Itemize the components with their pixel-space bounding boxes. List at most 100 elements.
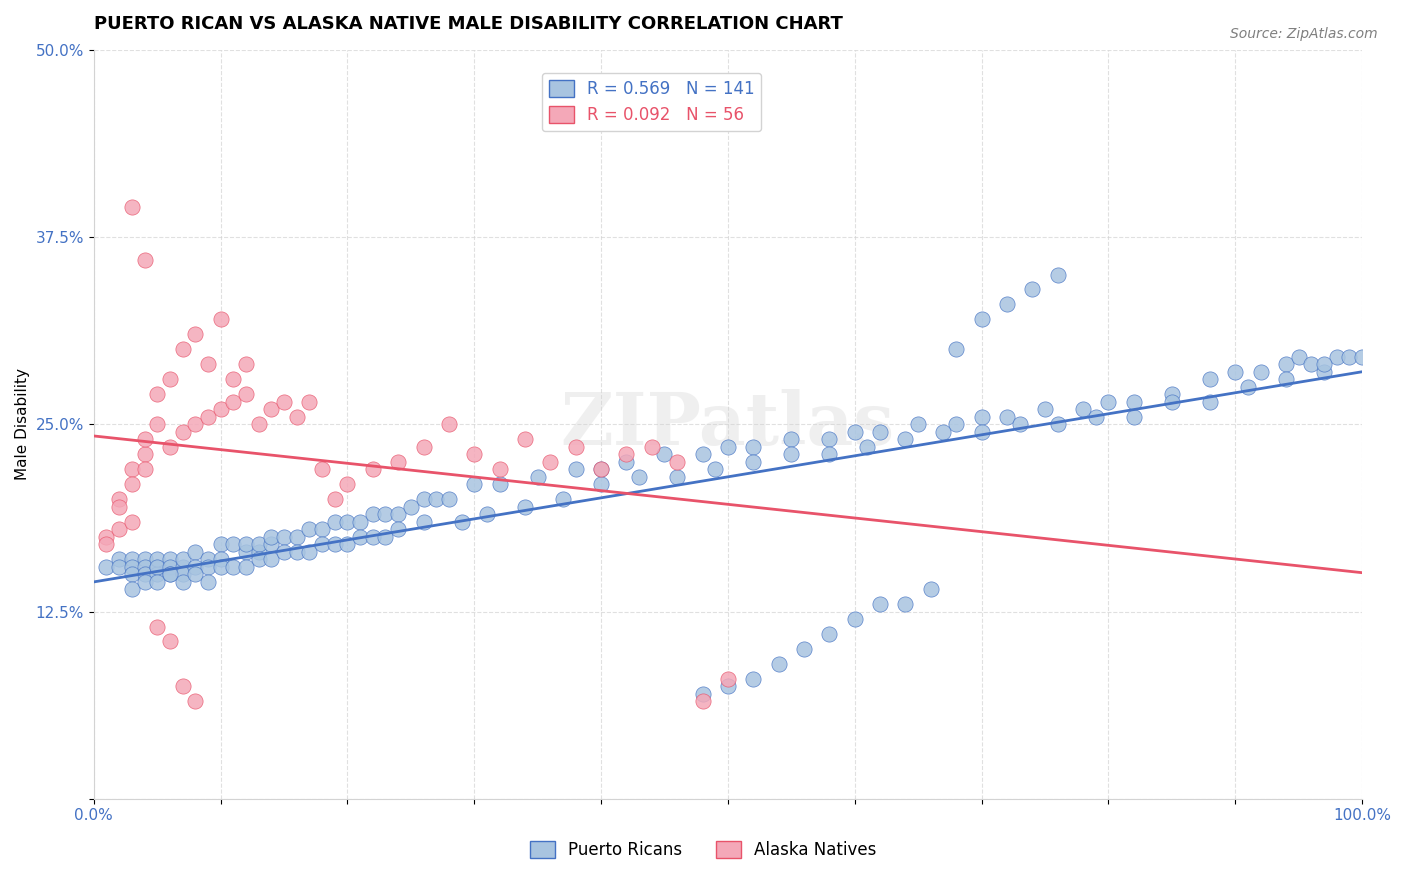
Point (146, 559, 169, 574)
Point (222, 537, 245, 551)
Point (463, 447, 485, 461)
Point (1021, 283, 1043, 297)
Point (463, 477, 485, 491)
Text: PUERTO RICAN VS ALASKA NATIVE MALE DISABILITY CORRELATION CHART: PUERTO RICAN VS ALASKA NATIVE MALE DISAB… (94, 15, 842, 33)
Point (717, 440, 740, 454)
Point (666, 469, 689, 483)
Point (780, 432, 803, 446)
Point (1313, 365, 1336, 379)
Point (323, 515, 346, 529)
Point (209, 312, 232, 326)
Point (146, 417, 169, 432)
Point (121, 559, 143, 574)
Point (591, 462, 613, 476)
Point (159, 440, 181, 454)
Point (235, 559, 257, 574)
Y-axis label: Male Disability: Male Disability (15, 368, 30, 480)
Point (209, 402, 232, 417)
Point (172, 559, 194, 574)
Point (336, 515, 359, 529)
Point (844, 612, 866, 626)
Point (1122, 394, 1144, 409)
Point (654, 447, 676, 461)
Point (209, 552, 232, 566)
Point (285, 409, 308, 424)
Point (172, 425, 194, 439)
Point (108, 559, 131, 574)
Point (869, 425, 891, 439)
Point (995, 297, 1018, 311)
Point (172, 343, 194, 357)
Point (513, 432, 536, 446)
Point (336, 477, 359, 491)
Point (349, 530, 371, 544)
Point (1046, 417, 1069, 432)
Point (247, 417, 270, 432)
Point (717, 680, 740, 694)
Point (1288, 350, 1310, 364)
Point (1071, 402, 1094, 417)
Point (121, 462, 143, 476)
Point (818, 432, 841, 446)
Point (692, 447, 714, 461)
Point (235, 544, 257, 558)
Point (450, 515, 472, 529)
Point (146, 387, 169, 401)
Point (945, 343, 967, 357)
Point (323, 492, 346, 507)
Point (666, 455, 689, 469)
Point (768, 657, 790, 671)
Point (159, 559, 181, 574)
Point (1160, 394, 1182, 409)
Point (793, 642, 815, 657)
Point (412, 440, 434, 454)
Point (134, 462, 156, 476)
Point (412, 492, 434, 507)
Point (844, 425, 866, 439)
Point (121, 567, 143, 582)
Point (564, 440, 586, 454)
Point (146, 619, 169, 633)
Point (121, 582, 143, 596)
Point (1033, 402, 1056, 417)
Point (146, 552, 169, 566)
Point (298, 522, 321, 536)
Point (945, 417, 967, 432)
Point (96, 559, 118, 574)
Point (108, 522, 131, 536)
Point (184, 694, 207, 708)
Point (361, 462, 384, 476)
Point (146, 559, 169, 574)
Point (273, 394, 295, 409)
Point (1225, 365, 1247, 379)
Point (1084, 409, 1107, 424)
Point (399, 500, 422, 514)
Point (209, 559, 232, 574)
Point (260, 402, 283, 417)
Point (96, 530, 118, 544)
Point (349, 515, 371, 529)
Point (1122, 409, 1144, 424)
Point (1351, 350, 1374, 364)
Point (704, 462, 727, 476)
Point (197, 552, 219, 566)
Point (134, 552, 156, 566)
Point (526, 469, 548, 483)
Point (932, 425, 955, 439)
Point (134, 432, 156, 446)
Point (692, 687, 714, 701)
Point (1198, 394, 1220, 409)
Point (260, 552, 283, 566)
Point (285, 544, 308, 558)
Point (425, 492, 447, 507)
Point (172, 552, 194, 566)
Point (488, 462, 510, 476)
Point (172, 680, 194, 694)
Point (970, 409, 993, 424)
Point (121, 200, 143, 214)
Point (159, 552, 181, 566)
Point (412, 515, 434, 529)
Point (121, 552, 143, 566)
Point (285, 530, 308, 544)
Point (311, 537, 333, 551)
